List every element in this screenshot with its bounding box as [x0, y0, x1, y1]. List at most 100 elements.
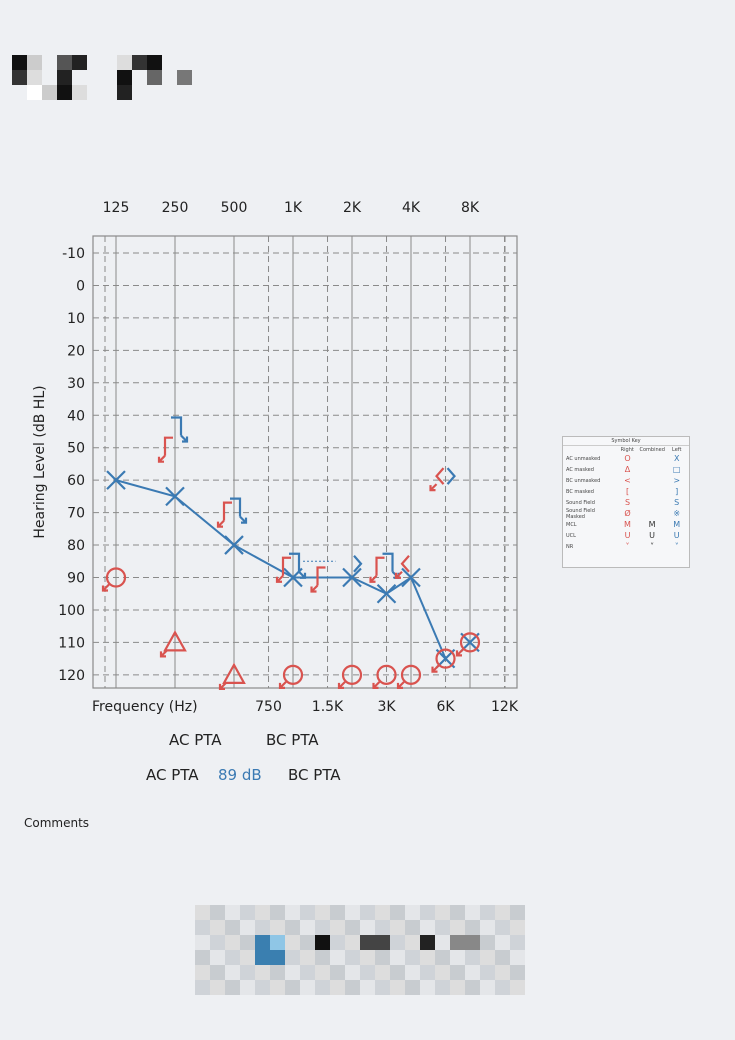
- redaction-block: [330, 950, 345, 965]
- redaction-block: [465, 980, 480, 995]
- data-point-x: [376, 583, 397, 604]
- redaction-block: [300, 920, 315, 935]
- redaction-block: [360, 950, 375, 965]
- key-right-symbol: Ø: [624, 509, 631, 518]
- redaction-block: [57, 85, 72, 100]
- circle-mark: [376, 664, 397, 685]
- chevron-right-mark: [353, 555, 363, 573]
- top-tick-label: 125: [103, 200, 130, 216]
- circle-mark: [282, 664, 304, 685]
- bottom-tick-label: 12K: [491, 699, 519, 715]
- redaction-block: [465, 935, 480, 950]
- redaction-block: [390, 980, 405, 995]
- data-point-o: [396, 664, 422, 689]
- redaction-block: [405, 905, 420, 920]
- redaction-block: [195, 905, 210, 920]
- redaction-block: [450, 935, 465, 950]
- data-point-: [216, 501, 232, 528]
- data-point-x: [165, 486, 185, 507]
- x-mark: [342, 567, 362, 588]
- redaction-block: [405, 965, 420, 980]
- top-tick-label: 8K: [461, 200, 480, 216]
- no-response-arrow: [431, 664, 440, 673]
- bracket-mark: [163, 436, 173, 456]
- redaction-block: [510, 965, 525, 980]
- redaction-block: [300, 965, 315, 980]
- no-response-arrow: [369, 574, 378, 583]
- redaction-block: [57, 70, 72, 85]
- redaction-block: [285, 920, 300, 935]
- no-response-arrow: [218, 682, 227, 690]
- key-header-right: Right: [620, 446, 634, 453]
- no-response-arrow: [239, 515, 248, 524]
- key-header-combined: Combined: [639, 446, 665, 453]
- data-point-o: [101, 567, 127, 592]
- x-mark: [401, 567, 421, 588]
- key-left-symbol: ]: [675, 487, 679, 496]
- top-tick-label: 2K: [343, 200, 362, 216]
- x-mark: [224, 535, 244, 555]
- circle-mark: [435, 648, 456, 669]
- data-point-triangle: [159, 630, 187, 658]
- redaction-block: [360, 980, 375, 995]
- redaction-block: [210, 935, 225, 950]
- key-row-name: BC unmasked: [566, 477, 601, 484]
- circle-mark: [400, 664, 422, 685]
- redaction-block: [450, 920, 465, 935]
- symbol-key-row: Sound Field S S: [563, 497, 689, 508]
- key-right-symbol: ˅: [625, 542, 630, 551]
- x-mark: [165, 486, 185, 507]
- key-row-name: BC masked: [566, 488, 594, 495]
- y-tick-label: 50: [67, 441, 85, 457]
- y-tick-label: 60: [67, 473, 85, 489]
- bracket-mark: [382, 552, 394, 572]
- redaction-block: [330, 920, 345, 935]
- redaction-block: [315, 935, 330, 950]
- redaction-block: [405, 980, 420, 995]
- redaction-block: [255, 980, 270, 995]
- data-point-o: [278, 664, 304, 689]
- y-tick-label: 110: [58, 635, 85, 651]
- redaction-block: [42, 85, 57, 100]
- data-point-: [230, 497, 248, 524]
- redaction-block: [375, 905, 390, 920]
- redaction-block: [315, 980, 330, 995]
- y-tick-label: 40: [67, 408, 85, 424]
- bc-pta-label: BC PTA: [266, 731, 319, 749]
- data-point-: [275, 556, 291, 583]
- redaction-block: [495, 935, 510, 950]
- no-response-arrow: [216, 519, 225, 528]
- redaction-block: [405, 920, 420, 935]
- symbol-key-row: BC masked [ ]: [563, 486, 689, 497]
- bottom-tick-label: 3K: [377, 699, 396, 715]
- key-left-symbol: □: [672, 465, 681, 474]
- left-ac-line: [115, 479, 447, 660]
- data-point-o: [337, 664, 363, 689]
- redaction-block: [147, 55, 162, 70]
- redaction-block: [225, 905, 240, 920]
- redaction-block: [285, 950, 300, 965]
- triangle-mark: [222, 662, 246, 684]
- key-header-left: Left: [672, 446, 682, 453]
- redaction-block: [270, 950, 285, 965]
- redaction-block: [240, 935, 255, 950]
- key-right-symbol: Δ: [624, 465, 631, 474]
- redaction-block: [405, 950, 420, 965]
- ac-pta-value: 89 dB: [218, 766, 262, 784]
- y-tick-label: 20: [67, 343, 85, 359]
- redaction-block: [375, 965, 390, 980]
- key-left-symbol: S: [674, 498, 680, 507]
- top-tick-label: 1K: [284, 200, 303, 216]
- redaction-block: [27, 70, 42, 85]
- redaction-block: [495, 905, 510, 920]
- bracket-mark: [171, 416, 183, 436]
- redaction-block: [345, 905, 360, 920]
- redaction-block: [390, 965, 405, 980]
- redaction-block: [480, 980, 495, 995]
- data-point-x: [342, 567, 362, 588]
- redaction-block: [435, 980, 450, 995]
- redaction-block: [195, 965, 210, 980]
- redaction-block: [390, 935, 405, 950]
- redaction-block: [12, 70, 27, 85]
- no-response-arrow: [310, 584, 319, 593]
